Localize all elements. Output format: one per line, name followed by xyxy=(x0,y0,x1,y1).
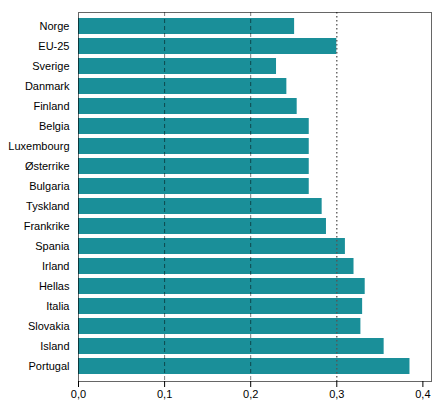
svg-text:Italia: Italia xyxy=(46,300,70,312)
svg-text:0,1: 0,1 xyxy=(157,388,172,400)
svg-text:0,2: 0,2 xyxy=(243,388,258,400)
svg-text:Norge: Norge xyxy=(40,20,70,32)
svg-text:0,3: 0,3 xyxy=(329,388,344,400)
svg-text:Tyskland: Tyskland xyxy=(26,200,69,212)
svg-text:Island: Island xyxy=(40,340,69,352)
svg-text:Østerrike: Østerrike xyxy=(25,160,70,172)
svg-text:Bulgaria: Bulgaria xyxy=(29,180,70,192)
svg-text:Irland: Irland xyxy=(42,260,70,272)
svg-text:0,0: 0,0 xyxy=(71,388,86,400)
svg-text:Finland: Finland xyxy=(33,100,69,112)
svg-text:Luxembourg: Luxembourg xyxy=(8,140,69,152)
svg-text:Belgia: Belgia xyxy=(39,120,70,132)
svg-text:Sverige: Sverige xyxy=(32,60,69,72)
svg-text:Portugal: Portugal xyxy=(29,360,70,372)
svg-text:0,4: 0,4 xyxy=(415,388,430,400)
svg-text:EU-25: EU-25 xyxy=(38,40,69,52)
svg-text:Hellas: Hellas xyxy=(39,280,70,292)
svg-text:Danmark: Danmark xyxy=(25,80,70,92)
svg-text:Frankrike: Frankrike xyxy=(24,220,70,232)
svg-text:Spania: Spania xyxy=(35,240,70,252)
svg-text:Slovakia: Slovakia xyxy=(28,320,70,332)
